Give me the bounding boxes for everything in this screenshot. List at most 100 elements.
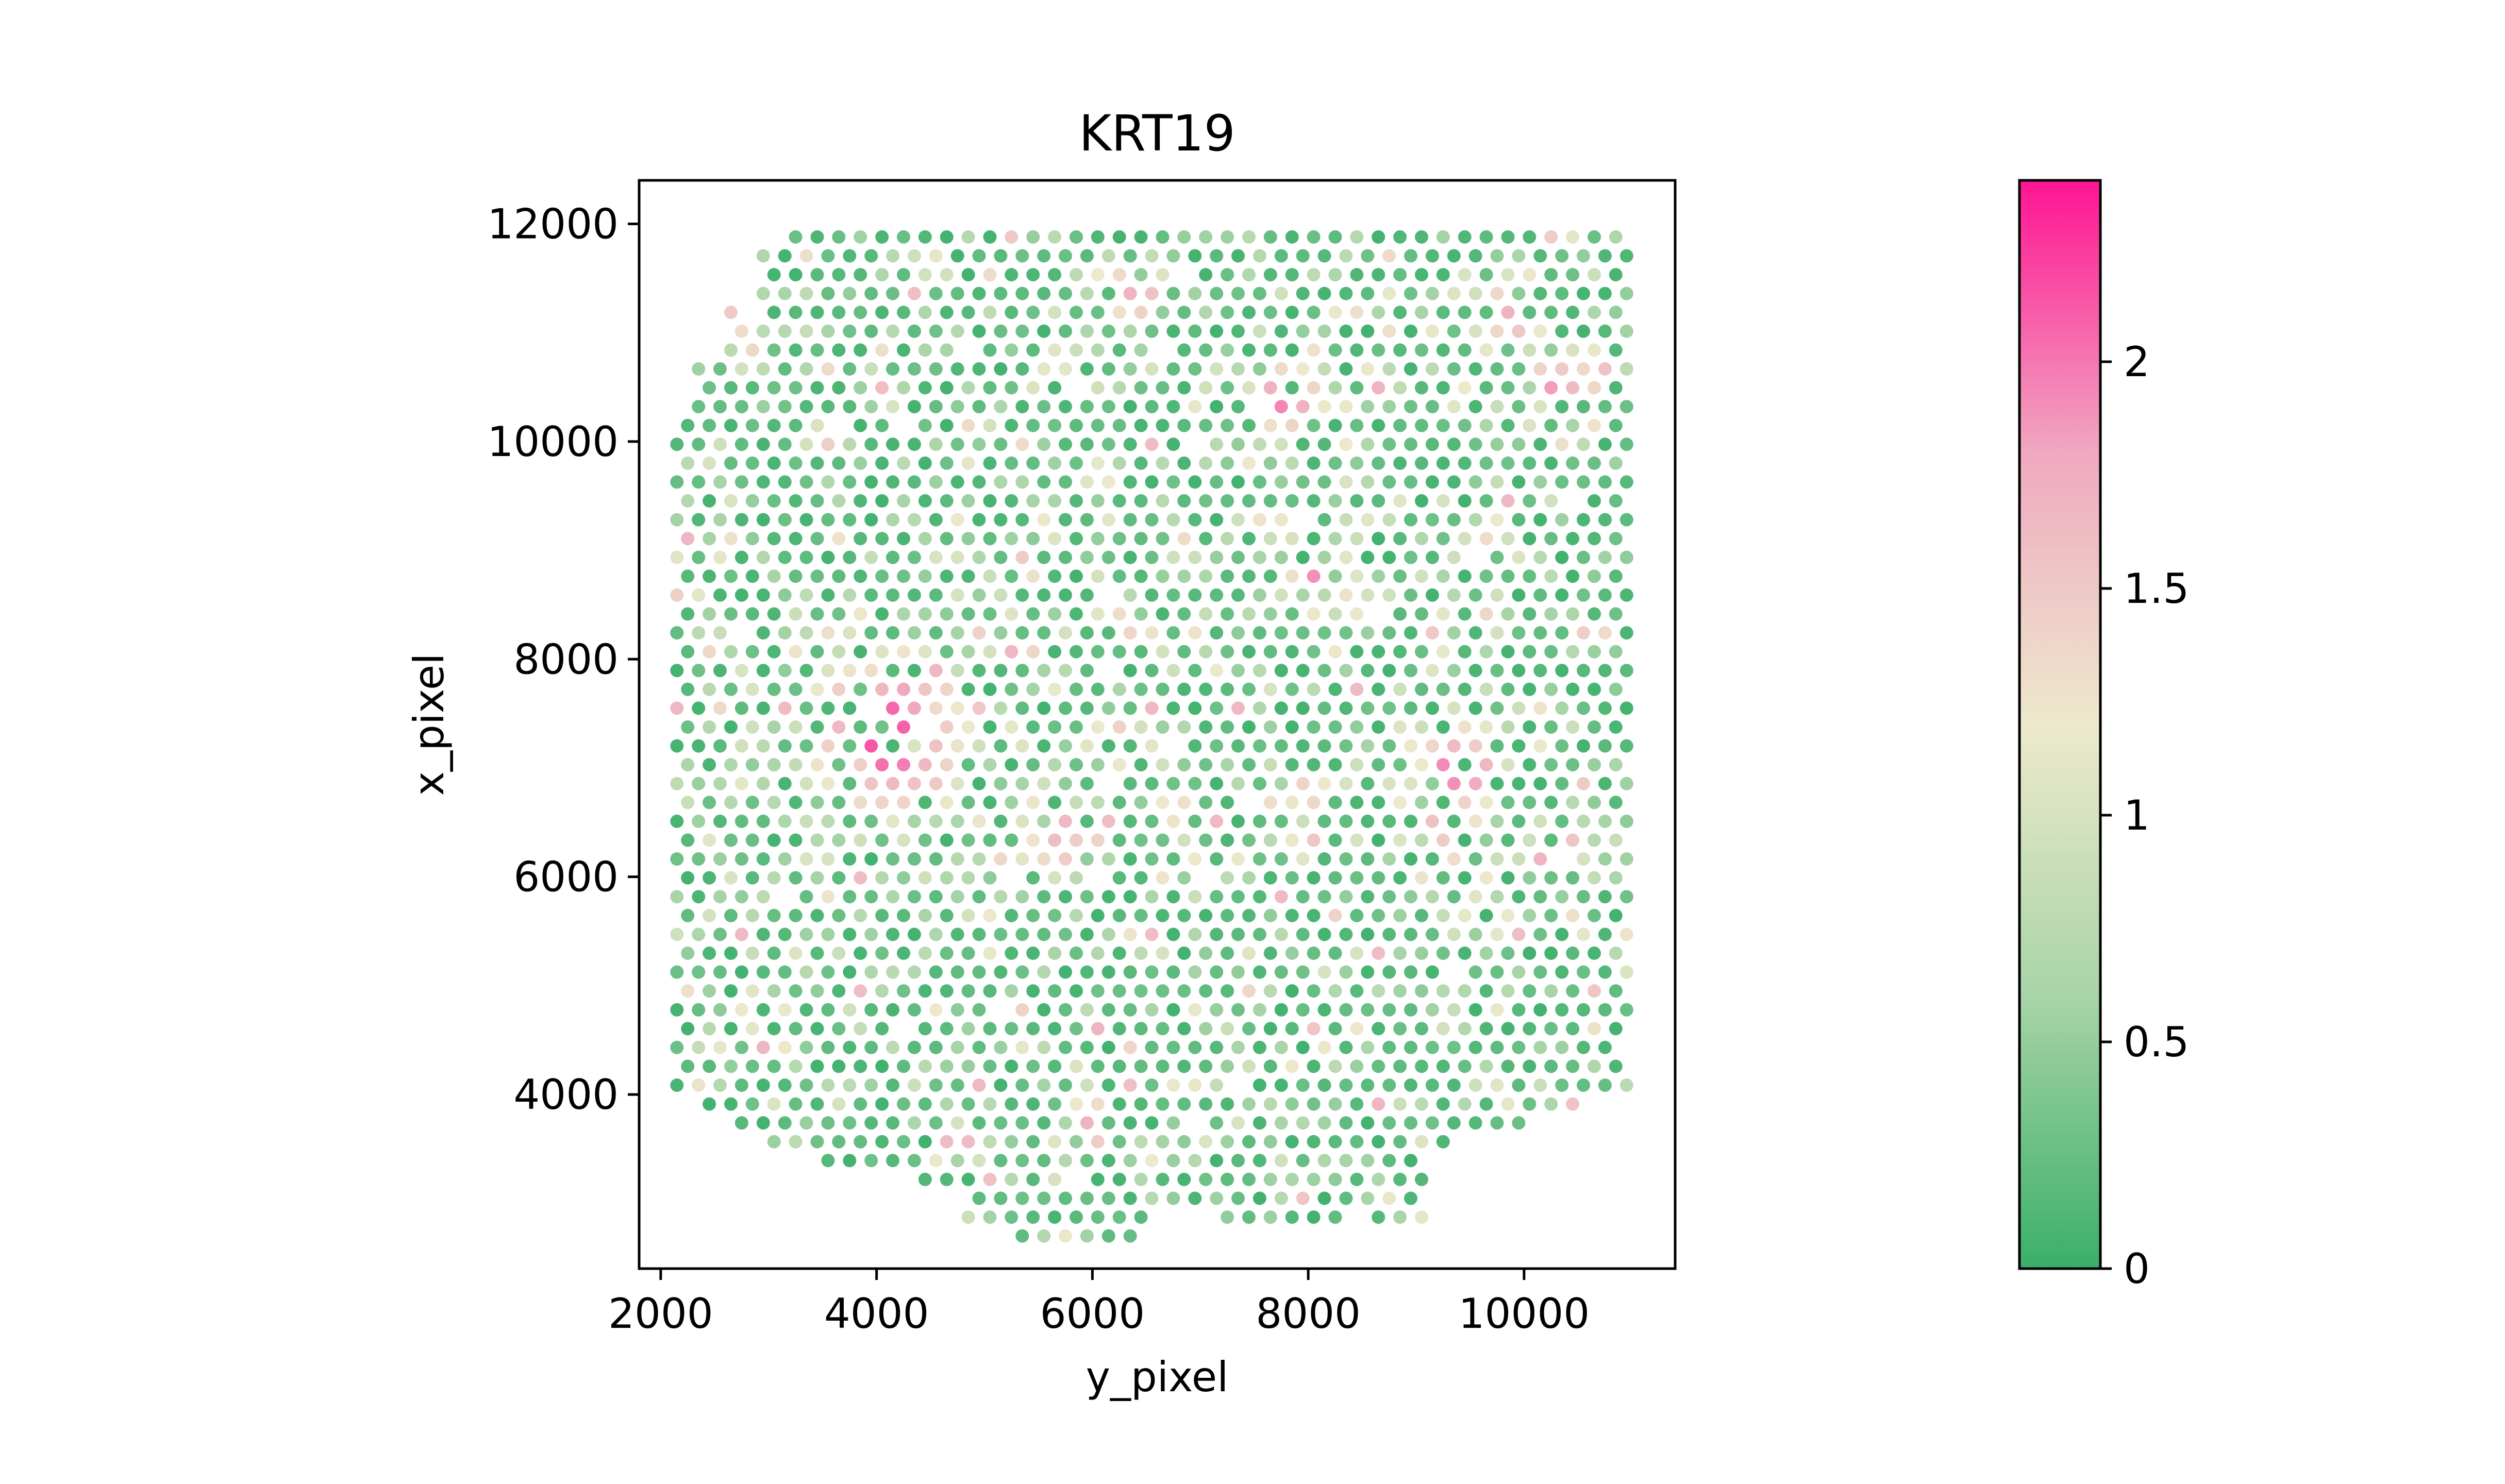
spot <box>961 796 975 810</box>
spot <box>1166 1040 1180 1054</box>
spot <box>864 664 878 678</box>
spot <box>821 1003 835 1017</box>
spot <box>1458 833 1472 847</box>
spot <box>756 626 770 640</box>
spot <box>854 796 867 810</box>
spot <box>767 343 781 357</box>
spot <box>1252 1116 1266 1130</box>
spot <box>1145 852 1159 866</box>
spot <box>897 1059 910 1073</box>
spot <box>929 739 943 753</box>
spot <box>1307 984 1321 998</box>
spot <box>1555 626 1569 640</box>
spot <box>789 268 803 282</box>
spot <box>724 343 738 357</box>
spot <box>1026 456 1040 470</box>
spot <box>886 437 899 451</box>
spot <box>734 437 748 451</box>
spot <box>734 400 748 414</box>
spot <box>918 268 932 282</box>
spot <box>1501 946 1515 960</box>
spot <box>1221 1210 1234 1224</box>
spot <box>756 286 770 300</box>
spot <box>940 1097 954 1111</box>
spot <box>1566 343 1580 357</box>
spot <box>1134 607 1148 621</box>
spot <box>1415 268 1428 282</box>
spot <box>961 230 975 244</box>
spot <box>1490 249 1504 263</box>
spot <box>1091 720 1105 734</box>
spot <box>821 701 835 715</box>
spot <box>929 852 943 866</box>
spot <box>1145 1191 1159 1205</box>
spot <box>681 494 695 508</box>
spot <box>681 418 695 432</box>
spot <box>692 890 706 904</box>
spot <box>1372 494 1385 508</box>
spot <box>1393 343 1407 357</box>
spot <box>929 1154 943 1168</box>
spot <box>1619 400 1633 414</box>
spot <box>810 494 824 508</box>
spot <box>1242 418 1256 432</box>
spot <box>1242 494 1256 508</box>
spot <box>918 569 932 583</box>
spot <box>854 946 867 960</box>
spot <box>724 908 738 922</box>
spot <box>1328 1210 1342 1224</box>
spot <box>1523 607 1537 621</box>
spot <box>1468 1116 1482 1130</box>
spot <box>1501 381 1515 395</box>
spot <box>1080 890 1094 904</box>
spot <box>1080 1154 1094 1168</box>
spot <box>832 268 846 282</box>
spot <box>1468 588 1482 602</box>
spot <box>1059 249 1072 263</box>
spot <box>1026 796 1040 810</box>
spot <box>1361 1040 1375 1054</box>
spot <box>810 1022 824 1036</box>
spot <box>1188 475 1202 489</box>
spot <box>1263 946 1277 960</box>
spot <box>810 1097 824 1111</box>
spot <box>1361 626 1375 640</box>
spot <box>1091 833 1105 847</box>
spot <box>1566 871 1580 885</box>
spot <box>1339 664 1353 678</box>
spot <box>929 1116 943 1130</box>
spot <box>1177 381 1191 395</box>
spot <box>1393 1210 1407 1224</box>
spot <box>1015 927 1029 941</box>
spot <box>1134 1210 1148 1224</box>
spot <box>1210 513 1224 527</box>
spot <box>864 400 878 414</box>
spot <box>1005 720 1018 734</box>
spot <box>1425 1003 1439 1017</box>
spot <box>1296 437 1310 451</box>
spot <box>940 418 954 432</box>
spot <box>799 286 813 300</box>
spot <box>1350 908 1364 922</box>
spot <box>1393 569 1407 583</box>
spot <box>1609 908 1623 922</box>
spot <box>1598 400 1612 414</box>
spot <box>1339 1191 1353 1205</box>
spot <box>1544 1097 1558 1111</box>
spot <box>1274 286 1288 300</box>
spot <box>1242 871 1256 885</box>
spot <box>907 437 921 451</box>
spot <box>1015 1040 1029 1054</box>
spot <box>1123 777 1137 790</box>
spot <box>1328 1059 1342 1073</box>
spot <box>1415 871 1428 885</box>
spot <box>1598 324 1612 338</box>
spot <box>1026 1059 1040 1073</box>
spot <box>1210 664 1224 678</box>
spot <box>1393 418 1407 432</box>
spot <box>1393 381 1407 395</box>
spot <box>1598 852 1612 866</box>
spot <box>961 494 975 508</box>
spot <box>734 664 748 678</box>
spot <box>1134 682 1148 696</box>
